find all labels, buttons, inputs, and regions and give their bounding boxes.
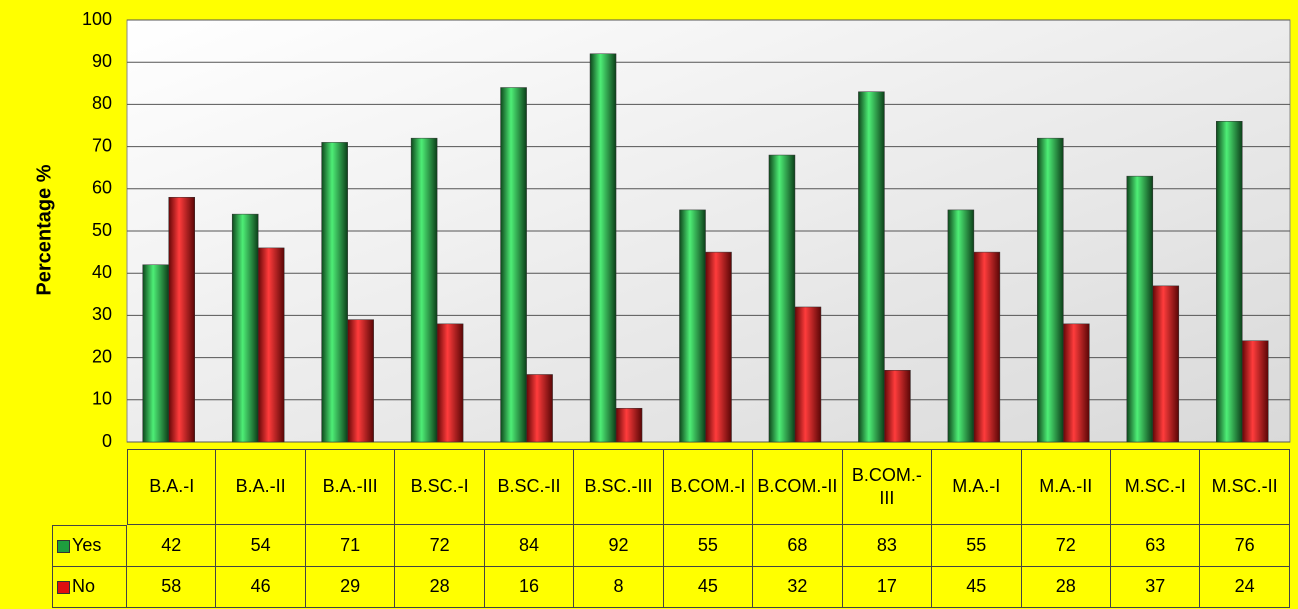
bar — [679, 209, 706, 443]
bar — [500, 87, 527, 443]
table-value: 42 — [127, 525, 217, 567]
bar — [768, 154, 796, 443]
bar — [436, 323, 464, 443]
y-tick-label: 0 — [102, 431, 112, 451]
category-label: M.SC.-I — [1110, 449, 1201, 525]
bar — [794, 306, 822, 443]
table-value: 71 — [305, 525, 396, 567]
table-value: 32 — [753, 567, 843, 608]
category-label: B.SC.-II — [484, 449, 575, 525]
table-value: 28 — [395, 567, 485, 608]
bar — [1126, 175, 1154, 443]
table-value: 68 — [753, 525, 843, 567]
table-value: 84 — [484, 525, 575, 567]
table-value: 63 — [1110, 525, 1201, 567]
y-tick-label: 50 — [92, 220, 112, 240]
table-value: 37 — [1110, 567, 1201, 608]
category-label: M.A.-II — [1021, 449, 1111, 525]
category-label: M.SC.-II — [1200, 449, 1290, 525]
bar — [947, 209, 975, 443]
category-label: B.A.-III — [305, 449, 396, 525]
bar — [858, 91, 885, 443]
table-value: 28 — [1021, 567, 1111, 608]
table-value: 58 — [127, 567, 217, 608]
y-tick-label: 80 — [92, 93, 112, 113]
bar — [410, 137, 438, 443]
table-value: 16 — [484, 567, 575, 608]
y-tick-label: 10 — [92, 389, 112, 409]
category-label: B.A.-I — [127, 449, 217, 525]
bar — [321, 142, 348, 443]
table-value: 8 — [574, 567, 664, 608]
table-value: 45 — [663, 567, 754, 608]
category-label: B.COM.-III — [842, 449, 933, 525]
y-tick-label: 100 — [82, 9, 112, 29]
category-label: M.A.-I — [932, 449, 1022, 525]
bar — [1152, 285, 1180, 443]
legend-label: Yes — [72, 535, 102, 556]
y-tick-label: 30 — [92, 304, 112, 324]
bar — [168, 196, 195, 443]
category-label: B.COM.-II — [753, 449, 843, 525]
category-label: B.COM.-I — [663, 449, 754, 525]
y-tick-label: 70 — [92, 135, 112, 155]
y-tick-label: 20 — [92, 346, 112, 366]
bar — [884, 370, 911, 443]
bar — [589, 53, 617, 443]
table-corner — [52, 449, 127, 525]
table-value: 29 — [305, 567, 396, 608]
bar — [1063, 323, 1090, 443]
bar — [347, 319, 374, 443]
bar — [705, 251, 732, 443]
bar — [142, 264, 169, 443]
legend-label: No — [72, 576, 96, 597]
category-label: B.A.-II — [216, 449, 306, 525]
table-value: 55 — [663, 525, 754, 567]
table-value: 46 — [216, 567, 306, 608]
table-value: 72 — [1021, 525, 1111, 567]
table-value: 83 — [842, 525, 933, 567]
bar — [615, 407, 643, 443]
legend-entry: No — [52, 567, 127, 608]
table-value: 92 — [574, 525, 664, 567]
bar — [1216, 121, 1243, 443]
table-value: 24 — [1200, 567, 1290, 608]
table-value: 76 — [1200, 525, 1290, 567]
bar — [1242, 340, 1269, 443]
legend-swatch — [57, 580, 70, 594]
legend-entry: Yes — [52, 525, 127, 567]
y-tick-label: 60 — [92, 178, 112, 198]
table-value: 55 — [932, 525, 1022, 567]
legend-swatch — [57, 539, 70, 553]
y-tick-label: 40 — [92, 262, 112, 282]
y-axis-title: Percentage % — [33, 164, 55, 295]
table-value: 72 — [395, 525, 485, 567]
category-label: B.SC.-III — [574, 449, 664, 525]
bar — [231, 213, 259, 443]
bar — [1037, 137, 1064, 443]
bar — [257, 247, 285, 443]
table-value: 45 — [932, 567, 1022, 608]
table-value: 17 — [842, 567, 933, 608]
category-label: B.SC.-I — [395, 449, 485, 525]
table-value: 54 — [216, 525, 306, 567]
y-tick-label: 90 — [92, 51, 112, 71]
data-table: B.A.-I B.A.-II B.A.-III B.SC.-I B.SC.-II B.SC… — [52, 449, 1290, 608]
bar — [526, 374, 553, 443]
bar — [973, 251, 1001, 443]
